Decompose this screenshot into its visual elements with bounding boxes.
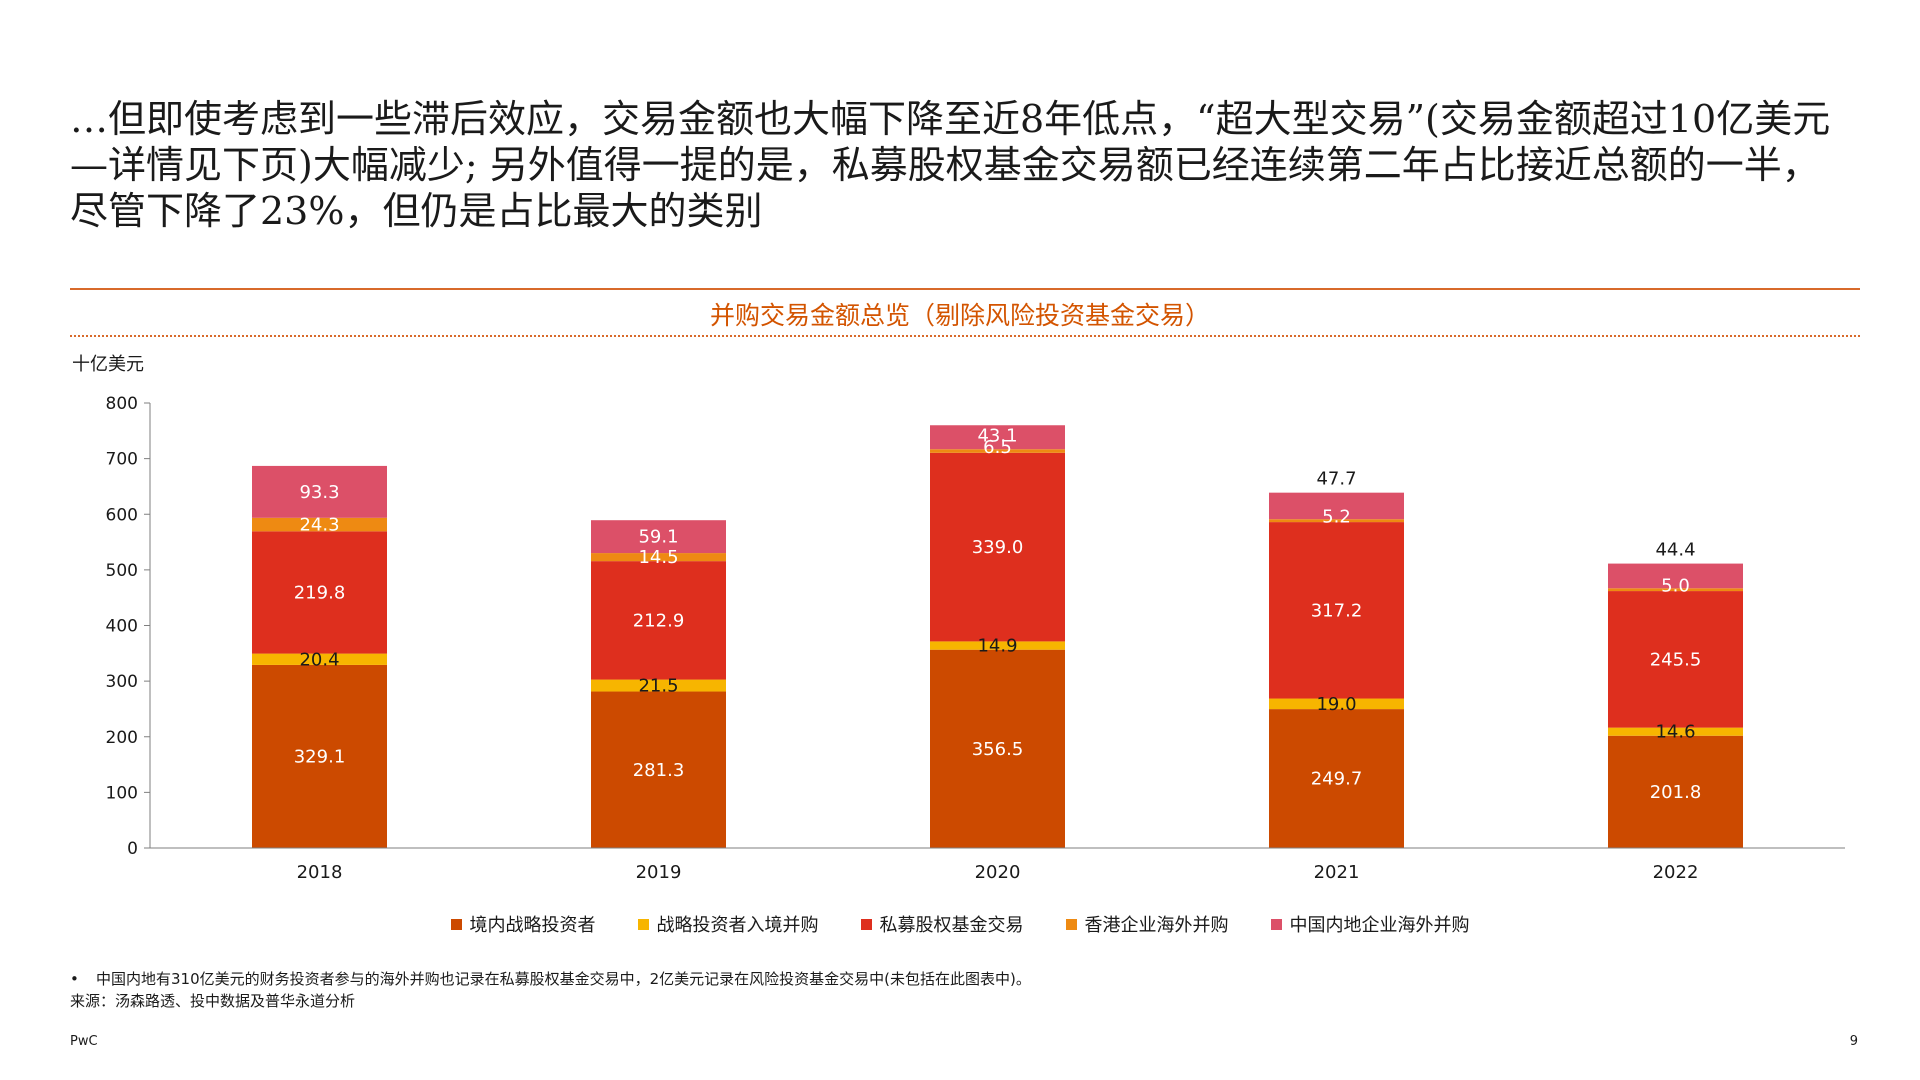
source-note: 来源：汤森路透、投中数据及普华永道分析 bbox=[70, 992, 356, 1010]
data-label: 6.5 bbox=[983, 437, 1012, 458]
bar-segment bbox=[591, 561, 726, 680]
data-label: 44.4 bbox=[1655, 540, 1695, 561]
data-label: 245.5 bbox=[1650, 649, 1702, 670]
legend-swatch-icon bbox=[450, 918, 462, 930]
y-tick-label: 700 bbox=[106, 450, 138, 470]
legend-item: 中国内地企业海外并购 bbox=[1270, 911, 1470, 937]
y-tick-label: 600 bbox=[106, 505, 138, 525]
legend-label: 战略投资者入境并购 bbox=[656, 915, 819, 936]
dotted-divider bbox=[70, 335, 1860, 337]
x-tick-label: 2020 bbox=[975, 862, 1021, 883]
brand-label: PwC bbox=[70, 1034, 98, 1049]
data-label: 281.3 bbox=[633, 760, 685, 781]
y-tick-label: 800 bbox=[106, 394, 138, 414]
legend-swatch-icon bbox=[1270, 918, 1282, 930]
data-label: 201.8 bbox=[1650, 782, 1702, 803]
bar-segment bbox=[1608, 563, 1743, 589]
data-label: 19.0 bbox=[1316, 694, 1356, 715]
bar-segment bbox=[252, 664, 387, 848]
x-tick-label: 2019 bbox=[636, 862, 682, 883]
bar-segment bbox=[930, 641, 1065, 650]
y-tick-label: 200 bbox=[106, 728, 138, 748]
x-tick-label: 2018 bbox=[297, 862, 343, 883]
data-label: 249.7 bbox=[1311, 769, 1363, 790]
top-divider bbox=[70, 288, 1860, 290]
bar-segment bbox=[930, 449, 1065, 453]
bar-segment bbox=[252, 517, 387, 532]
y-axis-unit-label: 十亿美元 bbox=[72, 354, 144, 375]
page-number: 9 bbox=[1849, 1034, 1858, 1049]
bar-segment bbox=[591, 691, 726, 848]
stacked-bar-chart: 十亿美元 329.1 20.4 219.8 24.3 93.3 281.3 21.5 212.… bbox=[72, 354, 1845, 883]
bar-segment bbox=[1269, 522, 1404, 699]
data-label: 212.9 bbox=[633, 610, 685, 631]
legend-label: 境内战略投资者 bbox=[469, 915, 596, 936]
chart-legend: 境内战略投资者 战略投资者入境并购 私募股权基金交易 香港企业海外并购 中国内地企业海外… bbox=[0, 911, 1920, 937]
legend-swatch-icon bbox=[860, 918, 872, 930]
headline: …但即使考虑到一些滞后效应，交易金额也大幅下降至近8年低点，“超大型交易”(交易… bbox=[70, 97, 1831, 233]
bar-segment bbox=[1269, 709, 1404, 848]
legend-item: 私募股权基金交易 bbox=[860, 911, 1024, 937]
bar-segment bbox=[1608, 591, 1743, 728]
bar-segment bbox=[1269, 519, 1404, 523]
legend-item: 战略投资者入境并购 bbox=[637, 911, 819, 937]
data-label: 93.3 bbox=[299, 482, 339, 503]
bar-segment bbox=[930, 425, 1065, 450]
data-label: 5.0 bbox=[1661, 576, 1690, 597]
bar-segment bbox=[1608, 735, 1743, 848]
bar-segment bbox=[591, 520, 726, 554]
data-label: 339.0 bbox=[972, 537, 1024, 558]
data-label: 219.8 bbox=[294, 582, 346, 603]
x-tick-label: 2021 bbox=[1314, 862, 1360, 883]
bar-segment bbox=[1608, 588, 1743, 592]
data-label: 317.2 bbox=[1311, 600, 1363, 621]
bar-segment bbox=[252, 531, 387, 654]
x-tick-label: 2022 bbox=[1653, 862, 1699, 883]
bar-segment bbox=[1269, 698, 1404, 710]
y-tick-label: 400 bbox=[106, 617, 138, 637]
data-label: 21.5 bbox=[638, 676, 678, 697]
data-label: 14.9 bbox=[977, 636, 1017, 657]
legend-label: 中国内地企业海外并购 bbox=[1289, 915, 1470, 936]
footnote-block: • 中国内地有310亿美元的财务投资者参与的海外并购也记录在私募股权基金交易中，2… bbox=[70, 968, 1031, 1012]
y-tick-label: 0 bbox=[127, 839, 138, 859]
data-label: 5.2 bbox=[1322, 507, 1351, 528]
legend-swatch-icon bbox=[637, 918, 649, 930]
bullet-icon: • bbox=[70, 970, 79, 988]
y-tick-label: 100 bbox=[106, 783, 138, 803]
bar-segment bbox=[252, 653, 387, 665]
chart-title: 并购交易金额总览（剔除风险投资基金交易） bbox=[709, 301, 1210, 330]
bar-segment bbox=[591, 553, 726, 562]
bar-segment bbox=[252, 465, 387, 518]
legend-label: 私募股权基金交易 bbox=[879, 915, 1024, 936]
data-label: 59.1 bbox=[638, 527, 678, 548]
data-label: 24.3 bbox=[299, 515, 339, 536]
data-label: 14.5 bbox=[638, 547, 678, 568]
y-tick-label: 500 bbox=[106, 561, 138, 581]
footnote: 中国内地有310亿美元的财务投资者参与的海外并购也记录在私募股权基金交易中，2亿… bbox=[96, 970, 1031, 988]
legend-item: 境内战略投资者 bbox=[450, 911, 596, 937]
bar-segment bbox=[591, 679, 726, 692]
bar-segment bbox=[1269, 492, 1404, 520]
data-label: 43.1 bbox=[977, 425, 1017, 446]
data-label: 329.1 bbox=[294, 746, 346, 767]
legend-swatch-icon bbox=[1065, 918, 1077, 930]
legend-label: 香港企业海外并购 bbox=[1084, 915, 1229, 936]
data-label: 356.5 bbox=[972, 739, 1024, 760]
data-label: 47.7 bbox=[1316, 469, 1356, 490]
y-tick-label: 300 bbox=[106, 672, 138, 692]
legend-item: 香港企业海外并购 bbox=[1065, 911, 1229, 937]
bar-segment bbox=[1608, 727, 1743, 736]
data-label: 20.4 bbox=[299, 649, 339, 670]
bar-segment bbox=[930, 649, 1065, 848]
data-label: 14.6 bbox=[1655, 722, 1695, 743]
bar-segment bbox=[930, 452, 1065, 642]
